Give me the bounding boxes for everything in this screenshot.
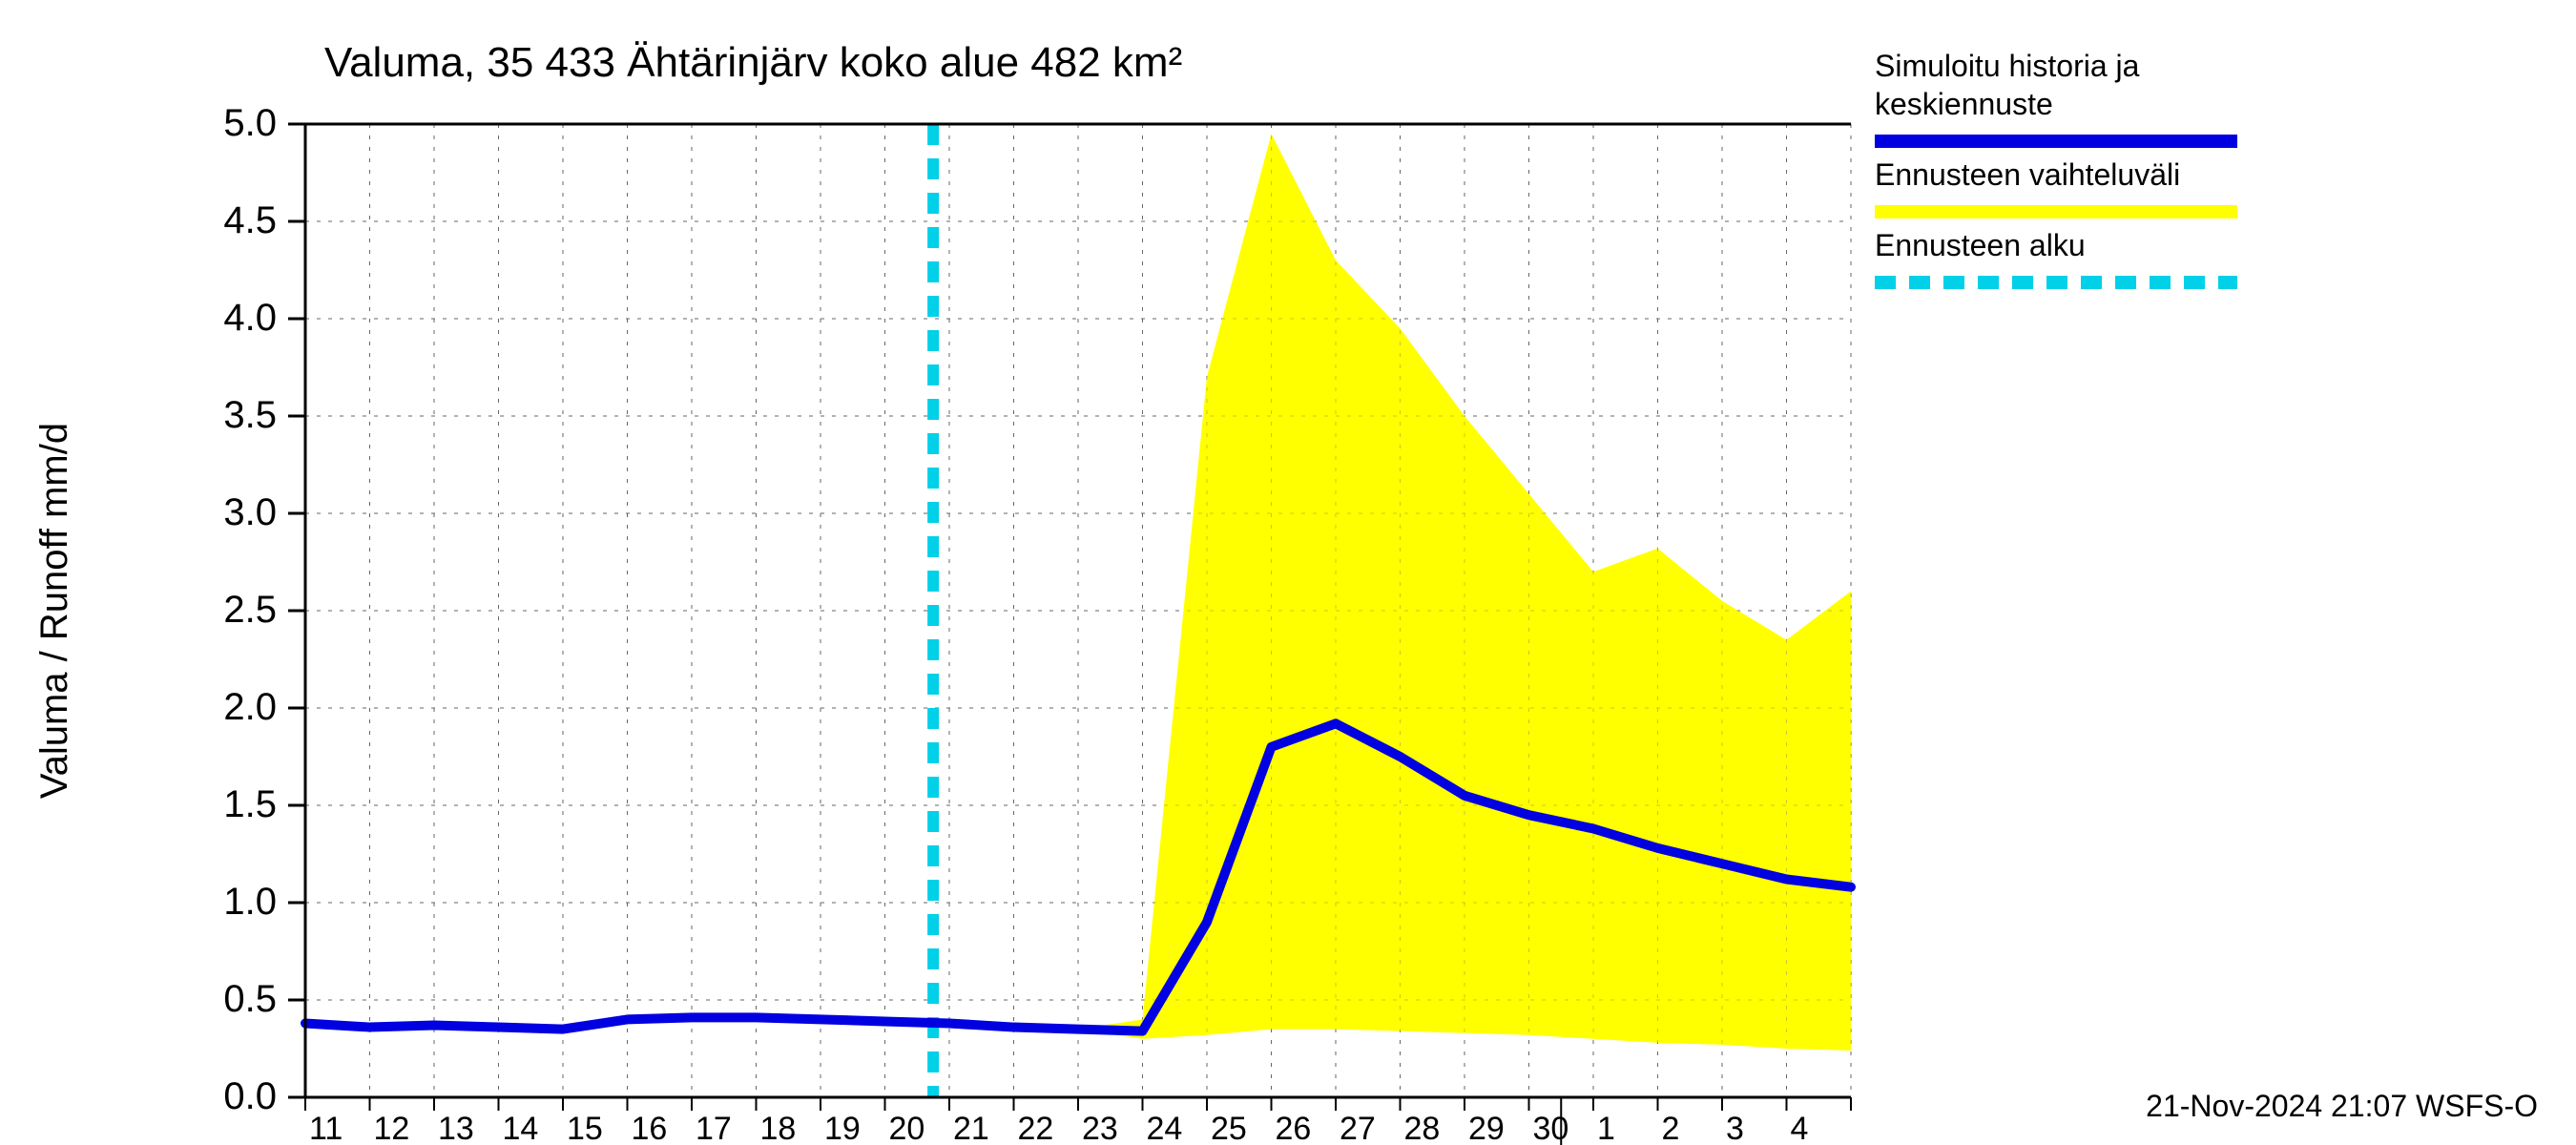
x-tick-label: 12 bbox=[374, 1111, 410, 1145]
x-tick-label: 2 bbox=[1662, 1111, 1680, 1145]
y-tick-label: 2.0 bbox=[223, 686, 277, 728]
x-tick-label: 24 bbox=[1147, 1111, 1183, 1145]
chart-title: Valuma, 35 433 Ähtärinjärv koko alue 482… bbox=[324, 39, 1182, 86]
legend-label: Simuloitu historia ja bbox=[1875, 49, 2140, 83]
x-tick-label: 14 bbox=[503, 1111, 539, 1145]
x-tick-label: 26 bbox=[1276, 1111, 1312, 1145]
x-tick-label: 13 bbox=[438, 1111, 474, 1145]
y-tick-label: 2.5 bbox=[223, 589, 277, 631]
x-tick-label: 23 bbox=[1082, 1111, 1118, 1145]
x-tick-label: 4 bbox=[1791, 1111, 1809, 1145]
x-tick-label: 25 bbox=[1211, 1111, 1247, 1145]
x-tick-label: 29 bbox=[1468, 1111, 1505, 1145]
x-tick-label: 15 bbox=[567, 1111, 603, 1145]
y-tick-label: 5.0 bbox=[223, 102, 277, 144]
y-tick-label: 3.0 bbox=[223, 491, 277, 533]
y-axis-label: Valuma / Runoff mm/d bbox=[33, 423, 75, 799]
x-tick-label: 11 bbox=[309, 1111, 343, 1145]
y-tick-label: 4.5 bbox=[223, 199, 277, 241]
y-tick-label: 0.0 bbox=[223, 1075, 277, 1117]
x-tick-label: 19 bbox=[824, 1111, 861, 1145]
x-tick-label: 3 bbox=[1726, 1111, 1744, 1145]
x-tick-label: 17 bbox=[696, 1111, 732, 1145]
legend-label: keskiennuste bbox=[1875, 87, 2053, 121]
y-tick-label: 0.5 bbox=[223, 978, 277, 1020]
legend-label: Ennusteen vaihteluväli bbox=[1875, 157, 2180, 192]
chart-svg: 0.00.51.01.52.02.53.03.54.04.55.01112131… bbox=[0, 0, 2576, 1145]
x-tick-label: 21 bbox=[953, 1111, 989, 1145]
x-tick-label: 1 bbox=[1597, 1111, 1615, 1145]
x-tick-label: 20 bbox=[889, 1111, 925, 1145]
x-tick-label: 22 bbox=[1018, 1111, 1054, 1145]
runoff-forecast-chart: 0.00.51.01.52.02.53.03.54.04.55.01112131… bbox=[0, 0, 2576, 1145]
x-tick-label: 28 bbox=[1404, 1111, 1441, 1145]
y-tick-label: 4.0 bbox=[223, 297, 277, 339]
y-tick-label: 1.0 bbox=[223, 881, 277, 923]
footer-timestamp: 21-Nov-2024 21:07 WSFS-O bbox=[2146, 1089, 2538, 1123]
y-tick-label: 1.5 bbox=[223, 783, 277, 825]
x-tick-label: 27 bbox=[1340, 1111, 1376, 1145]
x-tick-label: 18 bbox=[760, 1111, 797, 1145]
x-tick-label: 16 bbox=[632, 1111, 668, 1145]
y-tick-label: 3.5 bbox=[223, 394, 277, 436]
legend-label: Ennusteen alku bbox=[1875, 228, 2086, 262]
x-tick-label: 30 bbox=[1533, 1111, 1569, 1145]
